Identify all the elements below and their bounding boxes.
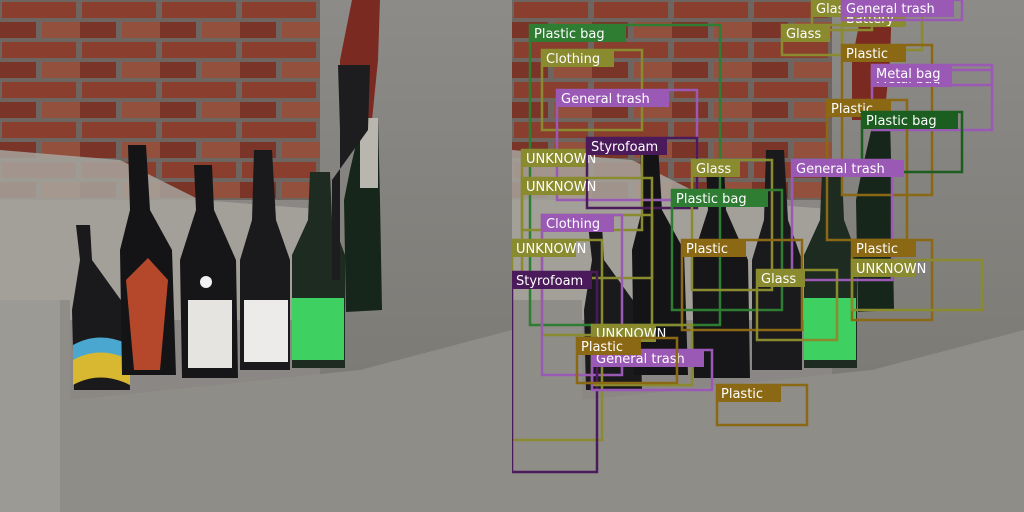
detection-label: Plastic xyxy=(721,387,763,402)
detection-box: Glass xyxy=(690,158,774,292)
detection-label-background xyxy=(782,25,830,42)
detection-label-background xyxy=(757,270,805,287)
detection-label-background xyxy=(852,240,916,257)
detection-label: Clothing xyxy=(546,217,600,232)
detection-label: UNKNOWN xyxy=(526,180,596,195)
detection-label-background xyxy=(872,65,952,82)
detection-label: General trash xyxy=(561,92,650,107)
detection-label: Plastic xyxy=(846,47,888,62)
detection-label: UNKNOWN xyxy=(516,242,586,257)
detection-label-background xyxy=(717,385,781,402)
bottle-foil xyxy=(360,118,378,188)
detection-label-background xyxy=(862,112,958,129)
detection-label-background xyxy=(522,150,586,167)
detection-label-background xyxy=(530,25,626,42)
detection-label: Plastic bag xyxy=(534,27,605,42)
concrete-floor xyxy=(0,300,512,512)
original-photo xyxy=(0,0,512,512)
detection-box: Styrofoam xyxy=(512,270,599,474)
detection-box: Clothing xyxy=(540,48,644,132)
detection-box: General trash xyxy=(840,0,964,22)
detection-box: Clothing xyxy=(540,213,624,377)
detection-label: General trash xyxy=(796,162,885,177)
detection-label: Clothing xyxy=(546,52,600,67)
detection-label: General trash xyxy=(846,2,935,17)
bottle-label xyxy=(804,298,856,360)
detection-label: UNKNOWN xyxy=(856,262,926,277)
detection-label-background xyxy=(692,160,740,177)
detection-label-background xyxy=(542,215,614,232)
detection-label-background xyxy=(587,138,667,155)
detection-label: Styrofoam xyxy=(516,274,583,289)
detection-label: Plastic bag xyxy=(676,192,747,207)
detection-label: Styrofoam xyxy=(591,140,658,155)
detection-label: Metal bag xyxy=(876,67,941,82)
detection-label-background xyxy=(852,260,916,277)
detection-label: Glass xyxy=(761,272,796,287)
detection-photo-panel: Glass Battery General trash Plastic bag Glas… xyxy=(512,0,1024,512)
floor-curb xyxy=(0,300,60,512)
detection-label-background xyxy=(542,50,614,67)
detection-box: Plastic xyxy=(575,336,679,385)
detection-label: Plastic xyxy=(856,242,898,257)
bottle-label xyxy=(126,258,168,370)
detection-label: Glass xyxy=(696,162,731,177)
detection-box-outline xyxy=(850,258,984,312)
detection-box: Metal bag xyxy=(870,63,994,87)
detection-box: Glass xyxy=(780,23,844,57)
detection-label: General trash xyxy=(596,352,685,367)
detection-box: Plastic xyxy=(715,383,809,427)
detection-label-background xyxy=(682,240,746,257)
bottle-label xyxy=(292,298,344,360)
detection-label: Plastic xyxy=(581,340,623,355)
bottle-group xyxy=(72,0,382,390)
detection-label-background xyxy=(557,90,669,107)
detection-label-background xyxy=(512,240,576,257)
detection-label-background xyxy=(512,272,592,289)
bottle-label xyxy=(244,300,288,362)
detection-box: Glass xyxy=(755,268,839,342)
bottle-label xyxy=(200,276,212,288)
detection-label: Glass xyxy=(786,27,821,42)
bottle xyxy=(632,145,688,375)
bottle-label xyxy=(73,352,130,385)
detection-label-background xyxy=(522,178,586,195)
detection-label-background xyxy=(792,160,904,177)
original-photo-panel xyxy=(0,0,512,512)
detection-box: Plastic xyxy=(840,43,934,197)
concrete-floor xyxy=(512,300,1024,512)
detection-label-background xyxy=(842,0,954,17)
detection-box: General trash xyxy=(790,158,904,282)
detection-label-background xyxy=(842,45,906,62)
detection-box: Plastic bag xyxy=(670,188,784,312)
bottle-label xyxy=(188,300,232,368)
detection-box: UNKNOWN xyxy=(850,258,984,312)
detection-label: Plastic bag xyxy=(866,114,937,129)
bottle xyxy=(332,65,370,280)
detection-label-background xyxy=(577,338,641,355)
detection-box: Plastic bag xyxy=(860,110,964,174)
detection-label-background xyxy=(672,190,768,207)
detection-label: UNKNOWN xyxy=(526,152,596,167)
detection-label: Plastic xyxy=(686,242,728,257)
